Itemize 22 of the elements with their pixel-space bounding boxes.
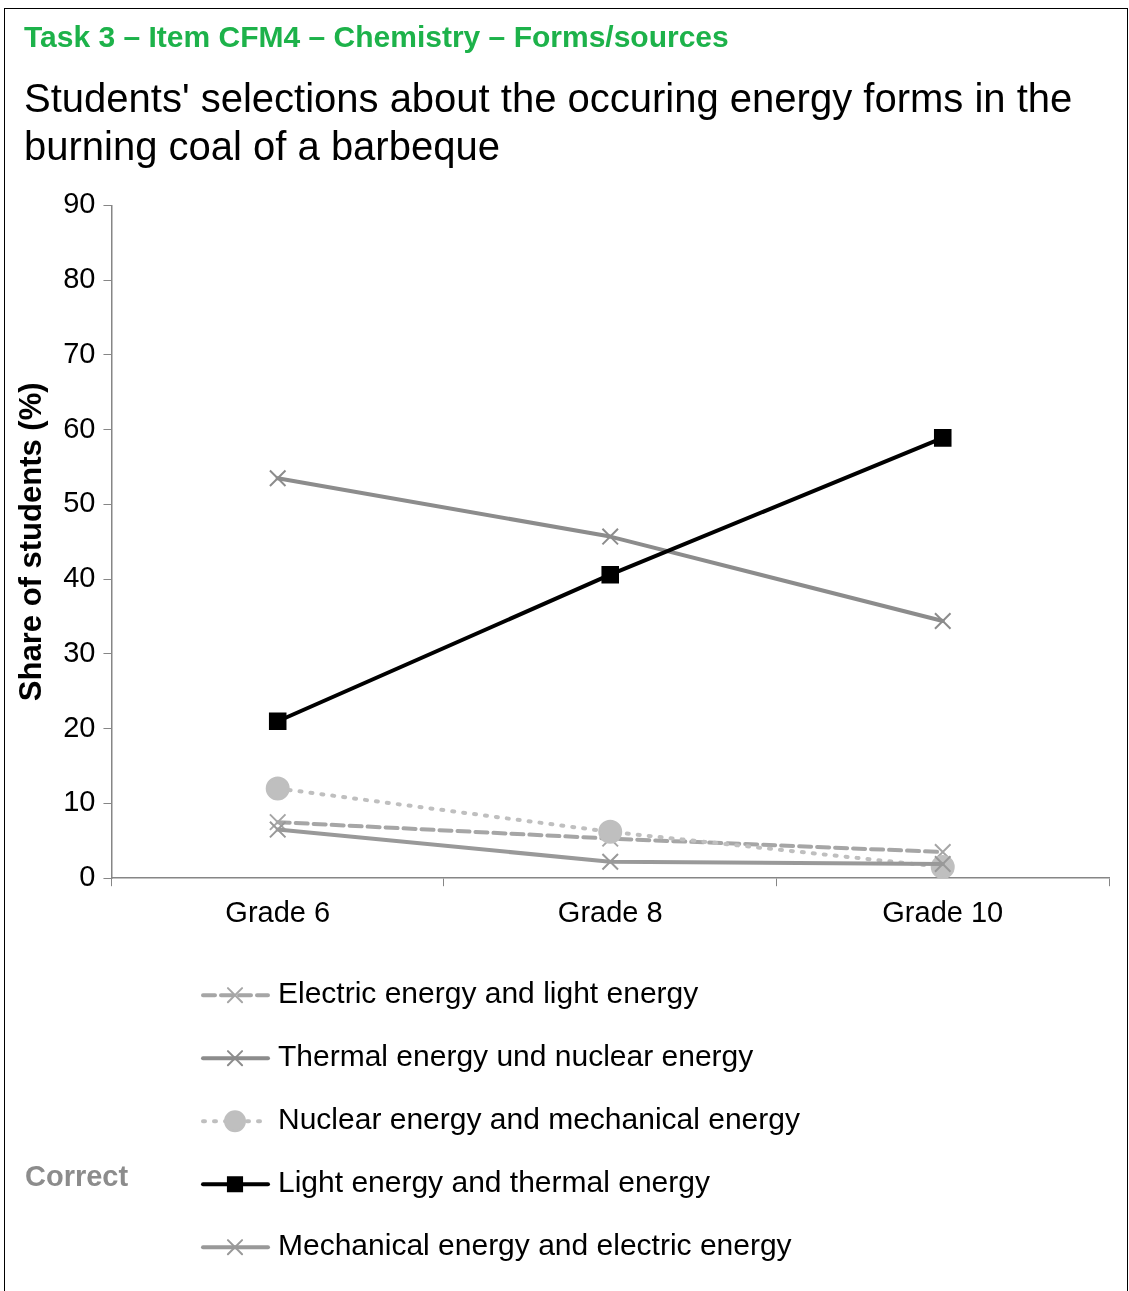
- y-tick-label: 30: [63, 635, 96, 668]
- y-tick-label: 80: [63, 262, 96, 295]
- y-tick-label: 20: [63, 710, 96, 743]
- legend-label: Electric energy and light energy: [278, 976, 699, 1010]
- x-tick-label: Grade 6: [225, 895, 331, 928]
- y-tick-label: 60: [63, 411, 96, 444]
- legend-label: Thermal energy und nuclear energy: [278, 1039, 754, 1073]
- x-tick-label: Grade 8: [557, 895, 663, 928]
- y-tick-label: 70: [63, 336, 96, 369]
- legend-label: Light energy and thermal energy: [278, 1165, 710, 1199]
- y-tick-label: 90: [63, 187, 96, 220]
- y-tick-label: 50: [63, 486, 96, 519]
- chart-subtitle: Students' selections about the occuring energy forms in the burning coal of a barbeque: [24, 75, 1074, 170]
- text: Correct: [25, 1160, 129, 1193]
- legend-label: Mechanical energy and electric energy: [278, 1228, 792, 1262]
- chart-title: Task 3 – Item CFM4 – Chemistry – Forms/sources: [24, 20, 729, 54]
- y-tick-label: 0: [79, 860, 96, 893]
- y-tick-label: 10: [63, 785, 96, 818]
- y-axis-title: Share of students (%): [13, 382, 49, 702]
- legend-label: Nuclear energy and mechanical energy: [278, 1102, 800, 1136]
- x-tick-label: Grade 10: [882, 895, 1004, 928]
- y-tick-label: 40: [63, 561, 96, 594]
